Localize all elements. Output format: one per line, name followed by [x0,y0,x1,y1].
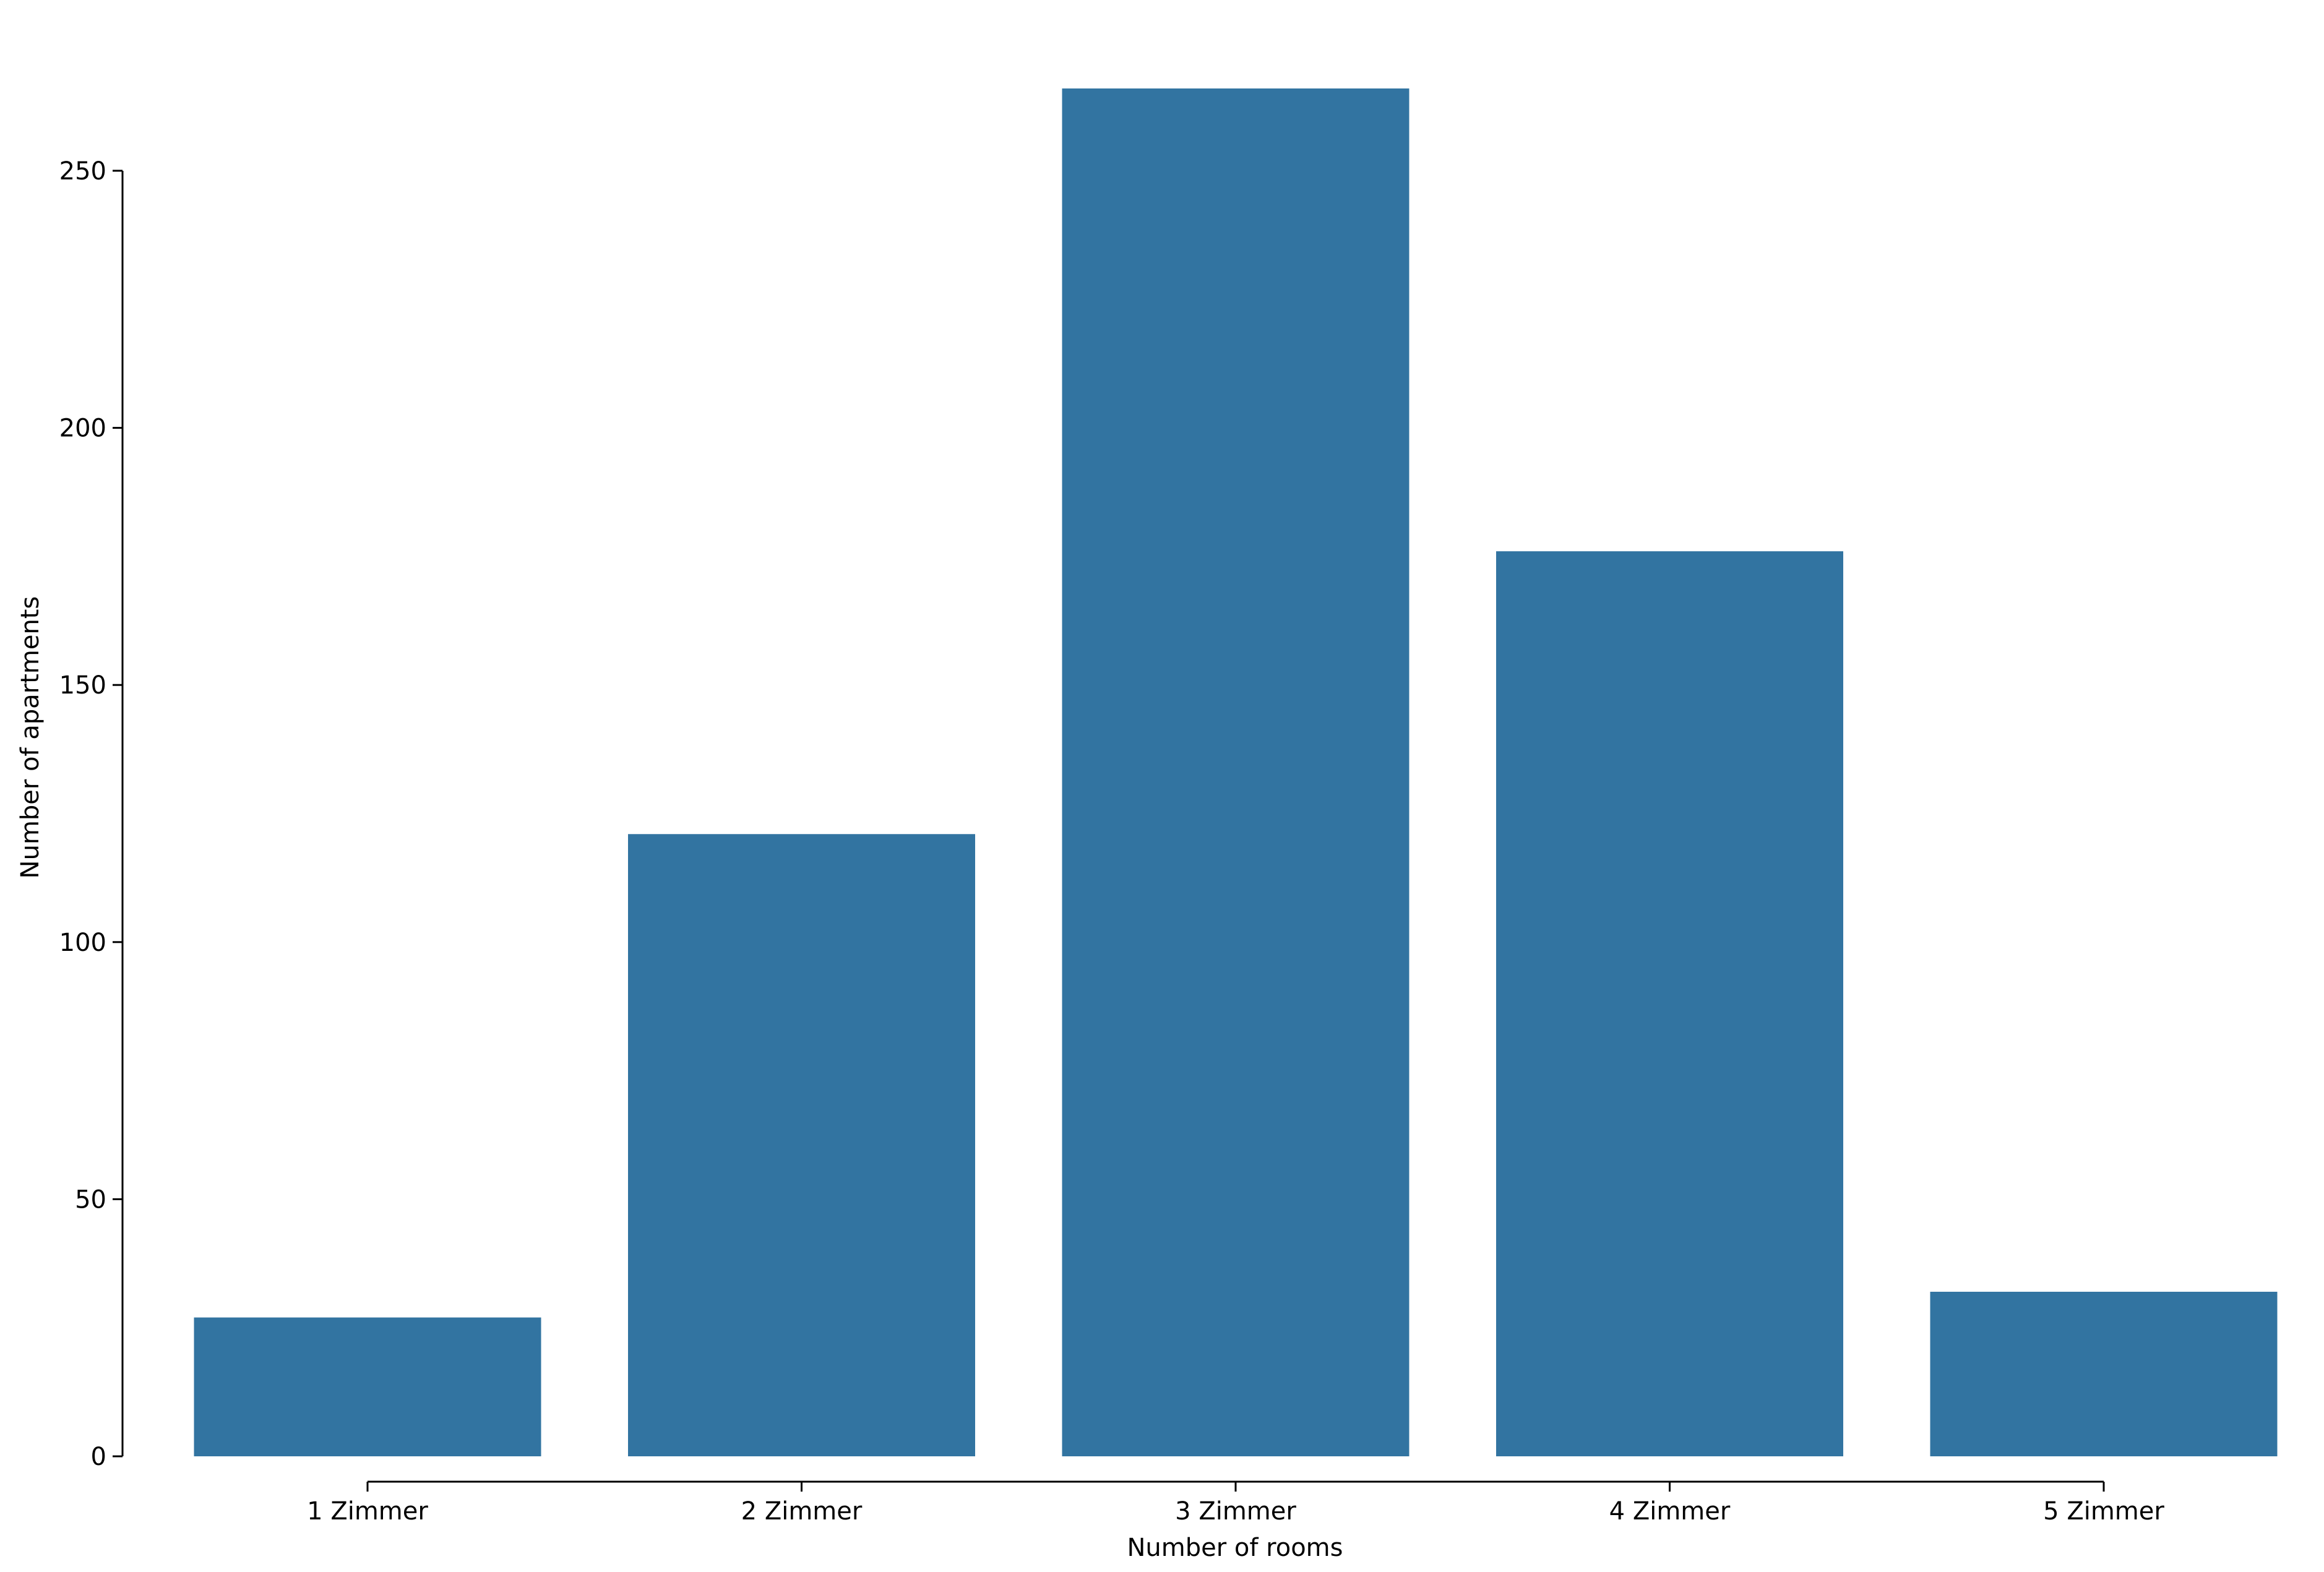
bar-4 [1496,551,1843,1456]
y-axis: 0 50 100 150 200 250 [59,157,124,1471]
x-axis: 1 Zimmer 2 Zimmer 3 Zimmer 4 Zimmer 5 Zimmer [307,1480,2164,1526]
x-tick-label-5: 5 Zimmer [2043,1497,2164,1526]
y-tick-label-150: 150 [59,671,106,700]
x-tick-label-2: 2 Zimmer [741,1497,863,1526]
x-axis-label: Number of rooms [1127,1534,1343,1562]
y-tick-label-100: 100 [59,929,106,957]
y-tick-label-200: 200 [59,414,106,443]
x-tick-label-3: 3 Zimmer [1175,1497,1296,1526]
y-tick-label-250: 250 [59,157,106,186]
bar-1 [194,1317,541,1456]
bar-2 [628,834,975,1456]
y-tick-label-0: 0 [91,1443,106,1471]
x-tick-label-1: 1 Zimmer [307,1497,428,1526]
bars-group [194,88,2278,1456]
bar-3 [1062,88,1409,1456]
y-tick-label-50: 50 [75,1185,106,1214]
x-tick-label-4: 4 Zimmer [1609,1497,1731,1526]
y-axis-label: Number of apartments [16,596,45,879]
bar-5 [1930,1292,2278,1456]
